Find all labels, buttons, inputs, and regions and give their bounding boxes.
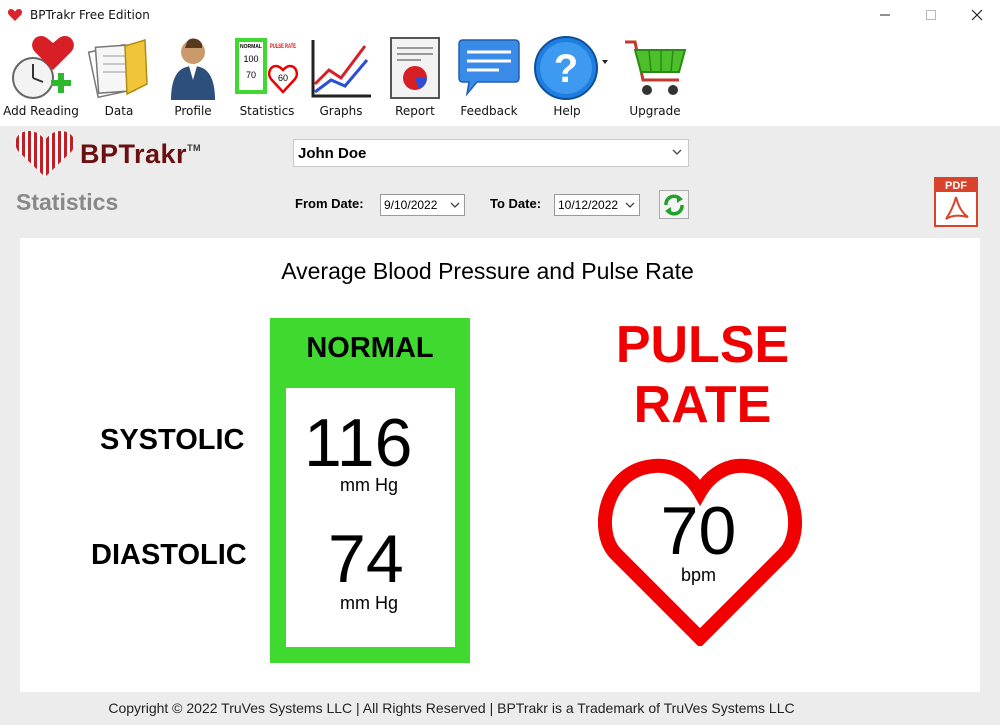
patient-select-value: John Doe bbox=[298, 144, 367, 162]
feedback-button[interactable]: Feedback bbox=[452, 34, 526, 122]
from-date-label: From Date: bbox=[295, 196, 364, 211]
chevron-down-icon bbox=[625, 202, 635, 208]
add-reading-icon bbox=[12, 36, 74, 99]
data-button[interactable]: Data bbox=[84, 34, 154, 122]
pdf-icon: PDF bbox=[934, 177, 978, 227]
heart-icon bbox=[598, 458, 802, 646]
bp-category-box: NORMAL 116 mm Hg 74 mm Hg bbox=[270, 318, 470, 663]
svg-text:70: 70 bbox=[246, 70, 256, 80]
refresh-button[interactable] bbox=[659, 190, 689, 219]
profile-button[interactable]: Profile bbox=[158, 34, 228, 122]
toolbar-label: Statistics bbox=[239, 104, 295, 118]
heart-app-icon bbox=[7, 9, 23, 21]
svg-text:?: ? bbox=[554, 47, 578, 91]
maximize-icon bbox=[926, 10, 936, 20]
toolbar-label: Add Reading bbox=[3, 104, 79, 118]
statistics-icon: NORMAL 100 70 PULSE RATE 60 bbox=[235, 38, 299, 94]
pulse-rate-title: PULSE RATE bbox=[615, 316, 790, 434]
upgrade-button[interactable]: Upgrade bbox=[620, 34, 690, 122]
profile-icon bbox=[171, 38, 215, 100]
to-date-label: To Date: bbox=[490, 196, 542, 211]
title-bar: BPTrakr Free Edition bbox=[0, 0, 1000, 30]
toolbar: Add Reading Data Profile bbox=[0, 30, 1000, 126]
diastolic-unit: mm Hg bbox=[340, 593, 398, 613]
statistics-button[interactable]: NORMAL 100 70 PULSE RATE 60 Statistics bbox=[232, 34, 302, 122]
graphs-button[interactable]: Graphs bbox=[306, 34, 376, 122]
systolic-label: SYSTOLIC bbox=[100, 424, 245, 456]
systolic-unit: mm Hg bbox=[340, 475, 398, 495]
bp-category: NORMAL bbox=[306, 332, 434, 364]
add-reading-button[interactable]: Add Reading bbox=[3, 34, 79, 122]
help-button[interactable]: ? Help bbox=[532, 34, 612, 122]
export-pdf-button[interactable]: PDF bbox=[934, 177, 978, 227]
systolic-value: 116 bbox=[304, 405, 413, 481]
minimize-icon bbox=[880, 14, 890, 16]
bptrakr-logo: BPTrakrTM bbox=[14, 130, 201, 178]
close-button[interactable] bbox=[954, 0, 1000, 30]
feedback-icon bbox=[458, 39, 520, 97]
toolbar-label: Profile bbox=[174, 104, 212, 118]
heart-stripes-logo-icon bbox=[15, 131, 75, 177]
window-title: BPTrakr Free Edition bbox=[30, 8, 150, 22]
report-button[interactable]: Report bbox=[380, 34, 450, 122]
bp-values-box: 116 mm Hg 74 mm Hg bbox=[286, 388, 455, 647]
chevron-down-icon bbox=[672, 149, 682, 155]
pulse-value: 70 bbox=[660, 493, 737, 569]
footer-copyright: Copyright © 2022 TruVes Systems LLC | Al… bbox=[108, 700, 795, 716]
maximize-button[interactable] bbox=[908, 0, 954, 30]
cart-icon bbox=[625, 40, 687, 95]
page-title: Statistics bbox=[16, 189, 119, 215]
report-icon bbox=[390, 37, 440, 99]
toolbar-label: Report bbox=[395, 104, 435, 118]
svg-text:PDF: PDF bbox=[945, 180, 967, 192]
to-date-picker[interactable]: 10/12/2022 bbox=[554, 194, 640, 216]
svg-text:PULSE RATE: PULSE RATE bbox=[270, 44, 296, 50]
from-date-picker[interactable]: 9/10/2022 bbox=[380, 194, 465, 216]
toolbar-label: Graphs bbox=[319, 104, 363, 118]
refresh-icon bbox=[664, 194, 684, 215]
chevron-down-icon bbox=[450, 202, 460, 208]
svg-text:NORMAL: NORMAL bbox=[240, 44, 262, 50]
toolbar-label: Upgrade bbox=[629, 104, 681, 118]
logo-wordmark: BPTrakrTM bbox=[80, 138, 202, 169]
help-icon: ? bbox=[534, 36, 608, 100]
from-date-value: 9/10/2022 bbox=[384, 198, 438, 212]
close-icon bbox=[971, 9, 983, 21]
toolbar-label: Help bbox=[553, 104, 581, 118]
pulse-unit: bpm bbox=[680, 565, 716, 585]
toolbar-label: Data bbox=[104, 104, 134, 118]
statistics-panel: Average Blood Pressure and Pulse Rate SY… bbox=[20, 238, 980, 692]
to-date-value: 10/12/2022 bbox=[558, 198, 619, 212]
minimize-button[interactable] bbox=[862, 0, 908, 30]
diastolic-label: DIASTOLIC bbox=[91, 539, 247, 571]
svg-text:100: 100 bbox=[243, 54, 258, 64]
data-icon bbox=[87, 39, 148, 99]
svg-text:60: 60 bbox=[278, 73, 288, 83]
panel-title: Average Blood Pressure and Pulse Rate bbox=[281, 258, 694, 284]
graphs-icon bbox=[311, 40, 371, 98]
patient-select[interactable]: John Doe bbox=[293, 139, 689, 167]
toolbar-label: Feedback bbox=[460, 104, 518, 118]
diastolic-value: 74 bbox=[328, 521, 404, 597]
